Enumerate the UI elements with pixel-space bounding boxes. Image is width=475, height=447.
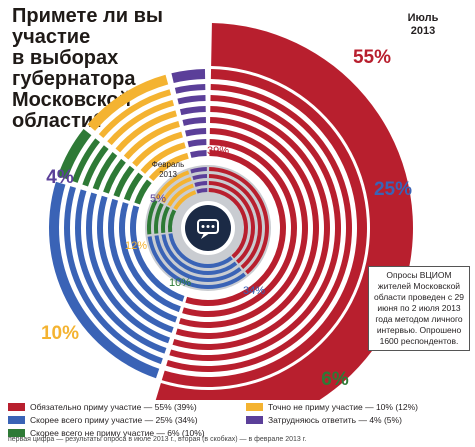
- outer-slice-definitely-not: [148, 152, 189, 182]
- outer-label-definitely: 55%: [353, 47, 391, 68]
- date-year: 2013: [410, 25, 436, 37]
- outer-label-definitely-not: 10%: [41, 323, 79, 344]
- outer-slice-probably: [74, 189, 167, 354]
- outer-slice-definitely-not: [123, 121, 180, 160]
- outer-slice-probably: [118, 202, 181, 313]
- date-month: Июль: [407, 12, 439, 24]
- outer-slice-definitely-not: [98, 89, 172, 139]
- inner-slice-undecided: [196, 188, 208, 194]
- chat-icon-dot: [211, 225, 215, 228]
- chart-title: Примете ли вы участие в выборах губернат…: [12, 6, 212, 132]
- survey-date: Июль 2013: [388, 12, 458, 38]
- inner-slice-definitely: [208, 181, 255, 264]
- title-line: Примете ли вы: [12, 5, 163, 27]
- legend-item-probably: Скорее всего приму участие — 25% (34%): [8, 415, 198, 425]
- legend-item-definitely-not: Точно не приму участие — 10% (12%): [246, 402, 418, 412]
- legend-item-undecided: Затрудняюсь ответить — 4% (5%): [246, 415, 402, 425]
- inner-slice-undecided: [192, 174, 208, 181]
- outer-slice-undecided: [177, 95, 206, 105]
- legend-label: Скорее всего приму участие — 25% (34%): [30, 415, 198, 425]
- inner-slice-probably: [147, 236, 246, 289]
- inner-slice-probably-not: [146, 199, 158, 235]
- inner-slice-definitely-not: [167, 183, 194, 207]
- outer-slice-undecided: [187, 139, 207, 148]
- inner-slice-definitely: [208, 188, 249, 259]
- outer-slice-probably-not: [57, 129, 92, 180]
- legend-swatch: [246, 416, 263, 424]
- legend-label: Обязательно приму участие — 55% (39%): [30, 402, 197, 412]
- outer-slice-definitely-not: [140, 142, 186, 174]
- inner-slice-definitely: [208, 174, 262, 269]
- legend-item-probably-not: Скорее всего не приму участие — 6% (10%): [8, 428, 205, 438]
- outer-slice-definitely-not: [107, 99, 175, 146]
- outer-slice-probably-not: [123, 172, 144, 201]
- legend-label: Точно не приму участие — 10% (12%): [268, 402, 418, 412]
- inner-label-probably: 34%: [243, 285, 265, 297]
- outer-slice-probably: [130, 205, 185, 302]
- inner-slice-probably: [154, 235, 242, 282]
- inner-slice-probably: [161, 234, 238, 276]
- inner-slice-definitely-not: [161, 176, 192, 204]
- outer-slice-definitely-not: [115, 110, 178, 153]
- outer-slice-probably: [97, 195, 174, 333]
- title-line: области?: [12, 110, 106, 132]
- outer-slice-undecided: [190, 150, 207, 158]
- legend-label: Скорее всего не приму участие — 6% (10%): [30, 428, 205, 438]
- inner-slice-probably: [168, 233, 233, 268]
- outer-slice-probably-not: [92, 152, 118, 191]
- chat-icon-dot: [206, 225, 210, 228]
- outer-slice-probably-not: [103, 158, 126, 194]
- outer-slice-probably-not: [113, 165, 135, 198]
- outer-slice-definitely: [155, 23, 413, 400]
- title-line: участие: [12, 26, 91, 48]
- inner-ring-label: Февраль: [152, 160, 185, 169]
- legend-label: Затрудняюсь ответить — 4% (5%): [268, 415, 402, 425]
- legend-swatch: [8, 416, 25, 424]
- inner-slice-undecided: [190, 167, 207, 174]
- title-line: губернатора: [12, 68, 136, 90]
- outer-slice-probably: [48, 181, 160, 379]
- inner-slice-probably-not: [161, 206, 170, 233]
- outer-slice-definitely-not: [87, 74, 169, 131]
- outer-slice-undecided: [184, 128, 207, 137]
- legend-swatch: [8, 429, 25, 437]
- outer-slice-definitely-not: [132, 131, 183, 167]
- inner-slice-definitely-not: [155, 170, 190, 200]
- legend-swatch: [246, 403, 263, 411]
- title-line: в выборах: [12, 47, 119, 69]
- outer-label-undecided: 4%: [46, 167, 74, 188]
- inner-ring-label: 2013: [159, 170, 177, 179]
- outer-slice-undecided: [174, 84, 206, 94]
- outer-slice-undecided: [179, 106, 206, 116]
- inner-slice-definitely: [209, 167, 269, 275]
- inner-slice-undecided: [194, 181, 208, 187]
- outer-label-probably-not: 6%: [321, 369, 349, 390]
- outer-label-probably: 25%: [374, 179, 412, 200]
- chat-icon-tail: [201, 233, 210, 239]
- inner-slice-probably-not: [154, 202, 164, 234]
- outer-slice-probably-not: [134, 179, 152, 205]
- outer-slice-probably: [85, 192, 171, 344]
- legend-item-definitely: Обязательно приму участие — 55% (39%): [8, 402, 197, 412]
- legend-swatch: [8, 403, 25, 411]
- outer-slice-undecided: [171, 69, 206, 83]
- inner-label-probably-not: 10%: [169, 277, 191, 289]
- footnote: первая цифра — результаты опроса в июле …: [8, 436, 307, 443]
- inner-label-undecided: 5%: [150, 193, 166, 205]
- outer-slice-probably-not: [82, 145, 109, 187]
- chat-icon-dot: [201, 225, 205, 228]
- survey-note: Опросы ВЦИОМ жителей Московской области …: [368, 266, 470, 351]
- outer-slice-undecided: [182, 117, 206, 126]
- outer-slice-probably: [107, 198, 178, 323]
- inner-slice-definitely-not: [173, 190, 197, 211]
- title-line: Московской: [12, 89, 131, 111]
- inner-label-definitely: 39%: [207, 145, 229, 157]
- outer-slice-probably-not: [71, 138, 101, 183]
- inner-slice-probably-not: [168, 209, 177, 233]
- inner-label-definitely-not: 12%: [125, 240, 147, 252]
